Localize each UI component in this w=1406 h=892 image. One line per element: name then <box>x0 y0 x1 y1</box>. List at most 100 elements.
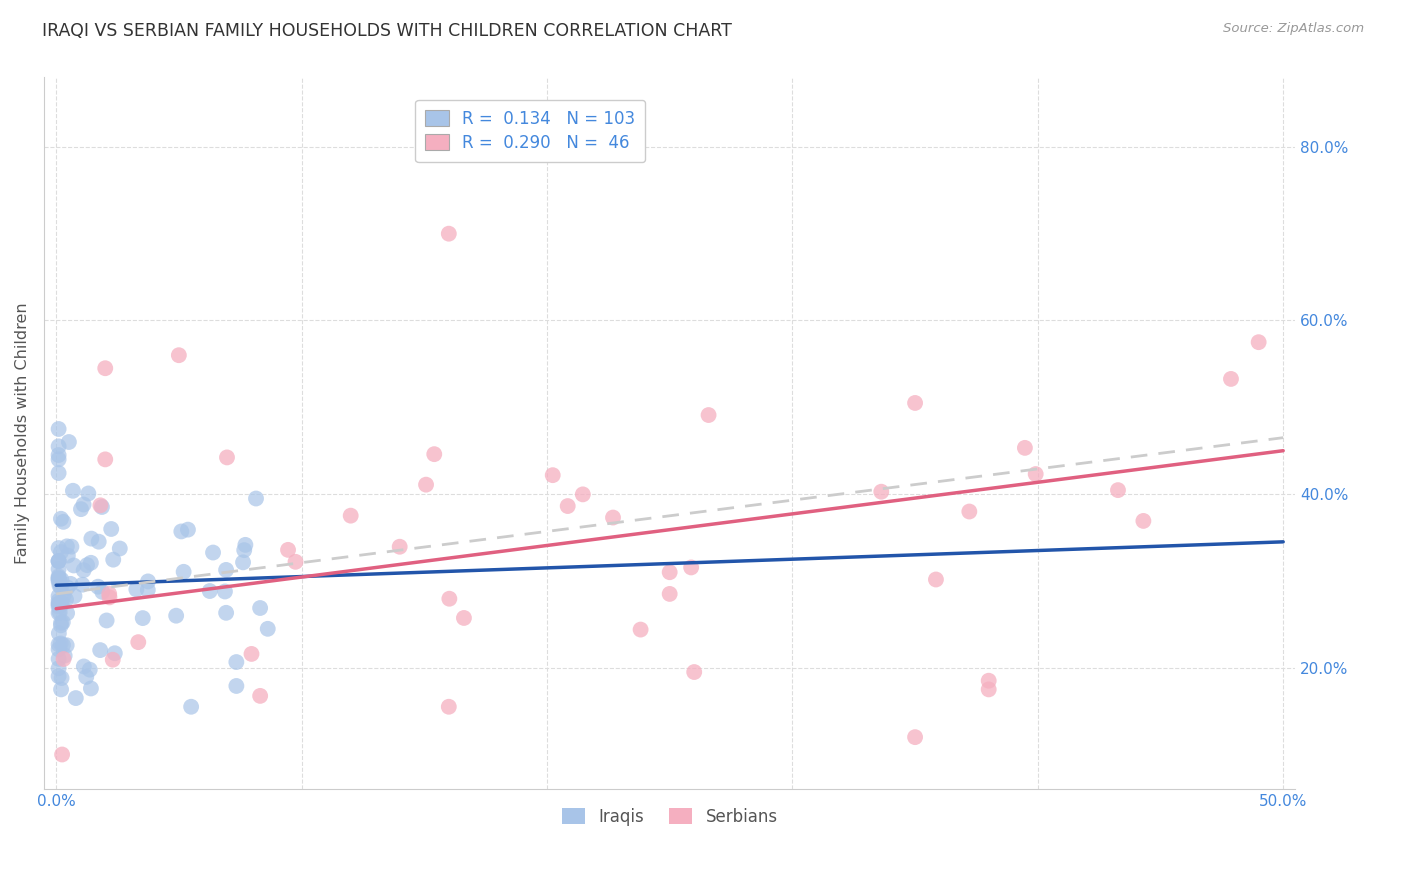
Point <box>125 582 148 597</box>
Point <box>48 589 70 603</box>
Text: Source: ZipAtlas.com: Source: ZipAtlas.com <box>1223 22 1364 36</box>
Point <box>658 565 681 579</box>
Point <box>52 652 75 666</box>
Point <box>89 499 111 513</box>
Point <box>48 439 70 453</box>
Point <box>1247 335 1270 350</box>
Point <box>49 545 72 559</box>
Point <box>198 584 221 599</box>
Point <box>48 554 70 568</box>
Point <box>104 646 127 660</box>
Point <box>59 577 82 591</box>
Point <box>48 669 70 683</box>
Point <box>76 558 98 573</box>
Point <box>58 435 80 450</box>
Point <box>87 580 110 594</box>
Point <box>339 508 361 523</box>
Point <box>98 587 121 601</box>
Point <box>245 491 267 506</box>
Point <box>56 539 79 553</box>
Point <box>136 582 159 597</box>
Point <box>49 512 72 526</box>
Point <box>904 730 927 744</box>
Point <box>249 601 271 615</box>
Point <box>62 483 84 498</box>
Point <box>103 552 125 566</box>
Point <box>977 673 1000 688</box>
Point <box>977 682 1000 697</box>
Point <box>48 652 70 666</box>
Point <box>415 477 437 491</box>
Point <box>697 408 720 422</box>
Point <box>60 540 83 554</box>
Point <box>256 622 278 636</box>
Point <box>180 699 202 714</box>
Point <box>48 554 70 568</box>
Point <box>80 532 103 546</box>
Point <box>80 556 103 570</box>
Point <box>48 574 70 589</box>
Point <box>423 447 446 461</box>
Legend: Iraqis, Serbians: Iraqis, Serbians <box>553 799 786 834</box>
Point <box>225 655 247 669</box>
Point <box>232 555 254 569</box>
Point <box>49 682 72 697</box>
Point <box>56 549 79 563</box>
Point <box>72 498 94 512</box>
Point <box>79 663 101 677</box>
Point <box>957 504 980 518</box>
Point <box>91 500 114 514</box>
Point <box>233 543 256 558</box>
Point <box>80 681 103 696</box>
Point <box>215 606 238 620</box>
Point <box>48 594 70 608</box>
Point <box>98 591 121 605</box>
Point <box>100 522 122 536</box>
Point <box>48 571 70 585</box>
Point <box>235 538 257 552</box>
Point <box>49 580 72 594</box>
Point <box>48 637 70 651</box>
Point <box>101 653 124 667</box>
Point <box>49 636 72 650</box>
Point <box>48 573 70 587</box>
Point <box>202 545 225 559</box>
Point <box>173 565 195 579</box>
Point <box>904 396 927 410</box>
Point <box>94 361 117 376</box>
Point <box>51 671 73 685</box>
Point <box>91 585 114 599</box>
Point <box>127 635 149 649</box>
Point <box>89 643 111 657</box>
Point <box>96 614 118 628</box>
Point <box>681 560 703 574</box>
Point <box>48 599 70 614</box>
Point <box>73 659 96 673</box>
Point <box>48 642 70 657</box>
Point <box>572 487 595 501</box>
Point <box>49 615 72 630</box>
Point <box>48 605 70 619</box>
Point <box>541 468 564 483</box>
Point <box>1107 483 1129 497</box>
Point <box>215 563 238 577</box>
Point <box>48 597 70 611</box>
Point <box>1014 441 1036 455</box>
Point <box>48 466 70 480</box>
Point <box>48 572 70 586</box>
Point <box>51 573 73 587</box>
Point <box>658 587 681 601</box>
Point <box>75 670 97 684</box>
Point <box>177 523 200 537</box>
Point <box>48 661 70 675</box>
Point <box>557 499 579 513</box>
Point <box>215 450 238 465</box>
Point <box>70 502 93 516</box>
Point <box>48 554 70 568</box>
Point <box>683 665 706 679</box>
Point <box>630 623 652 637</box>
Point <box>94 452 117 467</box>
Point <box>72 563 94 577</box>
Point <box>225 679 247 693</box>
Point <box>49 598 72 612</box>
